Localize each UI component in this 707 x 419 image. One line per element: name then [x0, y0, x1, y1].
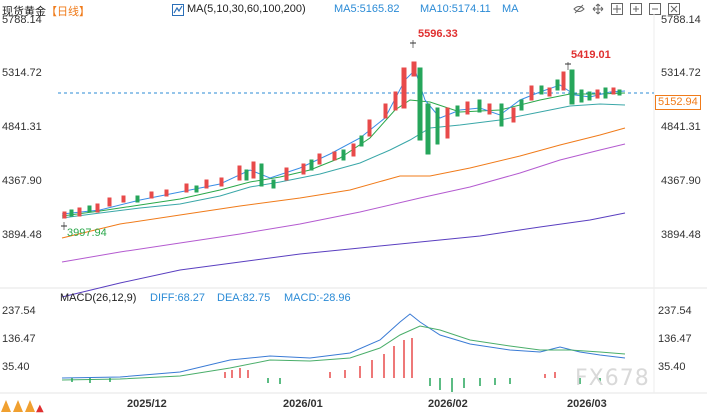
move-icon[interactable]: [591, 2, 604, 15]
date-label: 2026/03: [567, 398, 607, 410]
macd-right-axis-label: 35.40: [658, 361, 686, 373]
macd-right-axis-label: 237.54: [658, 305, 692, 317]
low-annotation: 3997.94: [67, 227, 107, 239]
macd-diff-line: [61, 313, 626, 379]
macd-diff-value: DIFF:68.27: [150, 292, 206, 304]
left-axis-label: 5788.14: [2, 14, 42, 26]
candles: [61, 40, 622, 230]
close-icon[interactable]: [667, 2, 680, 15]
macd-right-axis-label: 136.47: [658, 333, 692, 345]
ma5-value: MA5:5165.82: [334, 3, 400, 15]
ma-settings: MA(5,10,30,60,100,200): [187, 3, 306, 15]
expand-icon[interactable]: [629, 2, 642, 15]
ma-label: MA(5,10,30,60,100,200): [187, 3, 306, 15]
date-label: 2025/12: [127, 398, 167, 410]
macd-hist-value: MACD:-28.96: [284, 292, 351, 304]
ma100-line: [61, 127, 626, 239]
ma200-line: [61, 143, 626, 263]
macd-left-axis-label: 35.40: [2, 361, 30, 373]
crosshair-icon[interactable]: [610, 2, 623, 15]
right-axis-label: 3894.48: [661, 229, 701, 241]
left-axis-label: 4841.31: [2, 121, 42, 133]
high-annotation: 5419.01: [571, 49, 611, 61]
ma30-line: [61, 92, 626, 217]
macd-left-axis-label: 136.47: [2, 333, 36, 345]
ma-chart-icon[interactable]: [172, 3, 184, 16]
chart-header: 现货黄金【日线】: [2, 3, 90, 19]
date-label: 2026/01: [283, 398, 323, 410]
right-axis-label: 4841.31: [661, 121, 701, 133]
right-axis-label: 5314.72: [661, 67, 701, 79]
ma10-value: MA10:5174.11: [420, 3, 491, 15]
ma60-line: [61, 103, 626, 219]
toolbar: [572, 2, 680, 15]
high-annotation: 5596.33: [418, 28, 458, 40]
warning-icon[interactable]: ▲: [0, 399, 44, 419]
left-axis-label: 4367.90: [2, 175, 42, 187]
instrument-name: 现货黄金: [2, 6, 46, 18]
right-axis-label: 5788.14: [661, 14, 701, 26]
eye-off-icon[interactable]: [572, 2, 585, 15]
ma-long-line: [61, 212, 626, 298]
macd-histogram: [71, 338, 601, 392]
svg-text:▲: ▲: [36, 403, 44, 414]
macd-dea-line: [61, 325, 626, 381]
ma-more-value: MA: [502, 3, 519, 15]
macd-label: MACD(26,12,9): [60, 292, 137, 304]
fx678-watermark-logo: FX678: [575, 366, 650, 391]
left-axis-label: 3894.48: [2, 229, 42, 241]
date-label: 2026/02: [428, 398, 468, 410]
macd-left-axis-label: 237.54: [2, 305, 36, 317]
current-price-tag: 5152.94: [655, 95, 701, 110]
period-selector[interactable]: 【日线】: [46, 6, 90, 18]
right-axis-label: 4367.90: [661, 175, 701, 187]
macd-dea-value: DEA:82.75: [217, 292, 271, 304]
left-axis-label: 5314.72: [2, 67, 42, 79]
